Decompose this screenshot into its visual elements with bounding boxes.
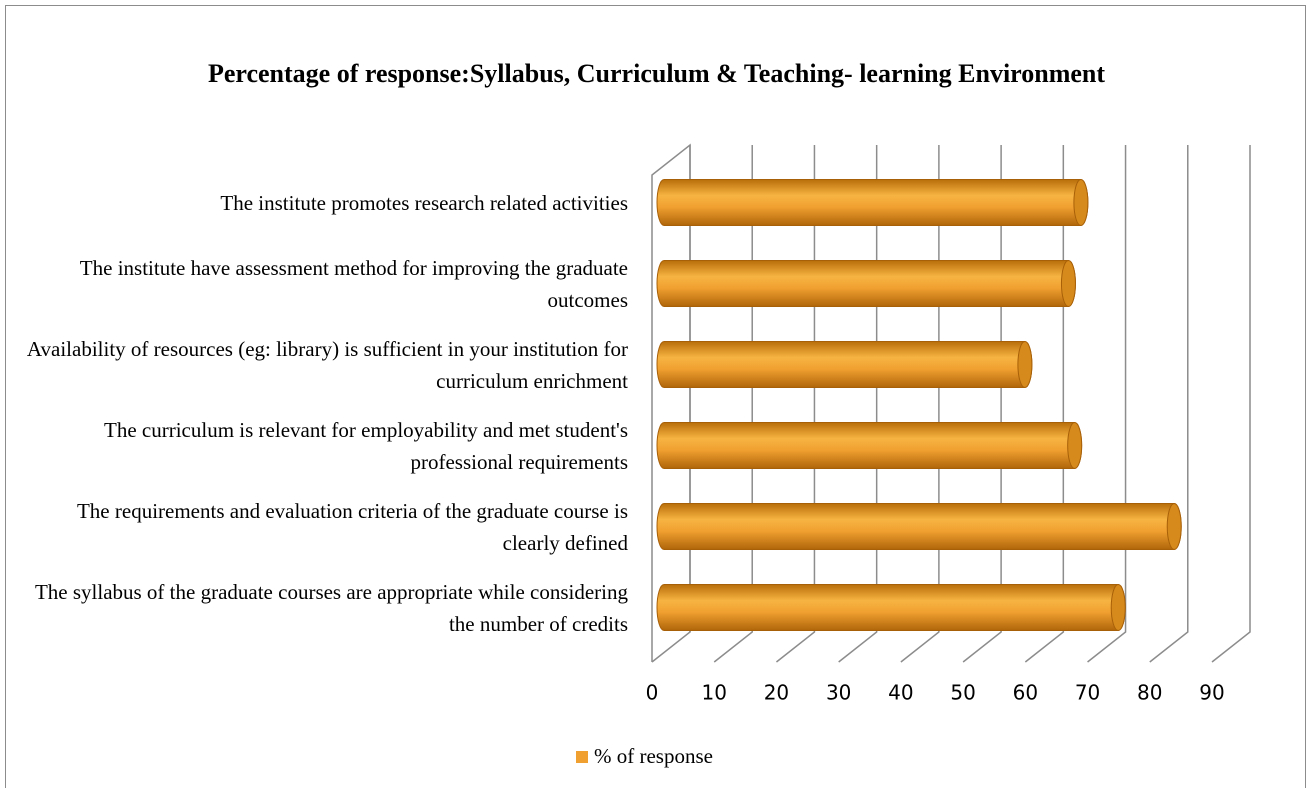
grid-line xyxy=(1211,145,1251,663)
x-tick-label: 30 xyxy=(826,681,851,705)
bar-cap xyxy=(1060,260,1076,307)
y-tick-label: The institute promotes research related … xyxy=(220,190,628,215)
y-tick-label: The requirements and evaluation criteria… xyxy=(76,498,628,555)
grid-line xyxy=(775,145,816,663)
x-tick-label: 20 xyxy=(764,681,789,705)
grid-line xyxy=(900,145,940,663)
grid-line xyxy=(713,145,753,663)
bar xyxy=(656,503,1182,550)
grid-line xyxy=(838,145,878,663)
grid-line xyxy=(962,145,1002,663)
x-tick-label: 40 xyxy=(888,681,913,705)
x-tick-label: 50 xyxy=(950,681,975,705)
grid-line xyxy=(1149,145,1189,663)
bar xyxy=(656,584,1126,631)
bar-cap xyxy=(1067,422,1083,469)
x-tick-label: 70 xyxy=(1075,681,1100,705)
legend-label: % of response xyxy=(594,744,713,768)
grid-line xyxy=(1024,145,1065,663)
x-tick-label: 90 xyxy=(1199,681,1224,705)
bar xyxy=(656,341,1033,388)
bar xyxy=(656,422,1083,469)
x-tick-label: 10 xyxy=(701,681,726,705)
bar xyxy=(656,260,1076,307)
legend: % of response xyxy=(576,744,713,769)
x-tick-label: 0 xyxy=(646,681,659,705)
chart-frame xyxy=(5,5,1306,788)
y-tick-label: Availability of resources (eg: library) … xyxy=(26,336,628,393)
x-tick-label: 60 xyxy=(1013,681,1038,705)
bar xyxy=(656,179,1089,226)
grid-line xyxy=(1087,145,1127,663)
y-tick-label: The institute have assessment method for… xyxy=(79,255,628,312)
bar-cap xyxy=(1073,179,1089,226)
bar-cap xyxy=(1166,503,1182,550)
bar-cap xyxy=(1110,584,1126,631)
y-tick-label: The curriculum is relevant for employabi… xyxy=(104,417,628,474)
grid-line xyxy=(651,145,691,663)
legend-swatch xyxy=(576,750,588,763)
chart-title: Percentage of response:Syllabus, Curricu… xyxy=(207,59,1106,88)
bar-cap xyxy=(1017,341,1033,388)
y-tick-label: The syllabus of the graduate courses are… xyxy=(34,579,628,636)
x-tick-label: 80 xyxy=(1137,681,1162,705)
